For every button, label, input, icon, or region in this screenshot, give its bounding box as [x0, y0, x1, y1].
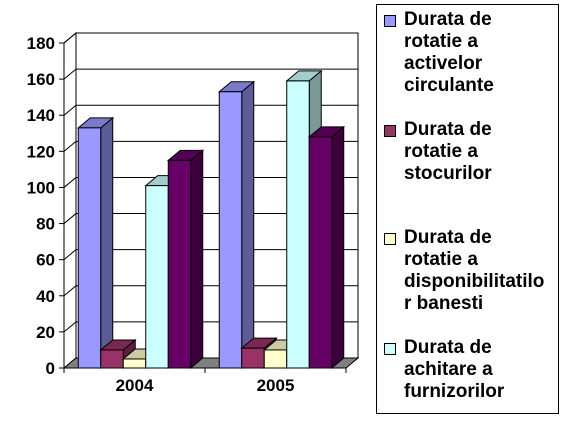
legend-label-line: Durata de [404, 337, 492, 358]
gridline [63, 104, 358, 116]
y-tick-label: 180 [27, 34, 55, 53]
legend-label-line: rotatie a [404, 31, 478, 52]
x-tick-label: 2004 [116, 376, 154, 395]
legend-label-line: Durata de [404, 9, 492, 30]
y-tick-label: 120 [27, 142, 55, 161]
bar [217, 80, 256, 370]
legend-swatch [384, 343, 396, 355]
y-tick-label: 100 [27, 178, 55, 197]
legend-label-line: rotatie a [404, 141, 478, 162]
y-tick-label: 160 [27, 70, 55, 89]
legend-label-line: stocurilor [404, 163, 492, 184]
legend-label: Durata de rotatie a stocurilor [404, 119, 556, 185]
y-tick-label: 0 [46, 359, 55, 378]
chart-legend: Durata de rotatie a activelor circulante Dur… [376, 4, 559, 414]
bar [76, 116, 115, 370]
bars-group [76, 69, 346, 370]
legend-swatch [384, 125, 396, 137]
bar [166, 149, 205, 370]
y-tick-label: 40 [36, 287, 55, 306]
x-axis-ticks: 2004 2005 [63, 368, 347, 395]
y-tick-label: 80 [36, 215, 55, 234]
gridline [63, 140, 358, 152]
y-tick-label: 140 [27, 106, 55, 125]
legend-label: Durata de rotatie a disponibilitatilo r ban… [404, 227, 556, 315]
y-tick-label: 20 [36, 323, 55, 342]
x-tick-label: 2005 [257, 376, 295, 395]
y-axis-ticks: 0 20 40 60 80 100 120 140 160 180 [27, 34, 64, 378]
legend-label-line: Durata de [404, 119, 492, 140]
gridlines [63, 32, 358, 333]
y-tick-label: 60 [36, 251, 55, 270]
gridline [63, 249, 358, 261]
legend-label-line: r banesti [404, 293, 484, 314]
plot-side-wall [63, 31, 77, 370]
legend-label-line: disponibilitatilo [404, 271, 545, 292]
legend-swatch [384, 15, 396, 27]
bar [307, 125, 346, 370]
gridline [63, 285, 358, 297]
gridline [63, 32, 358, 44]
gridline [63, 321, 358, 333]
legend-label-line: furnizorilor [404, 381, 505, 402]
legend-label-line: achitare a [404, 359, 493, 380]
legend-label-line: activelor [404, 53, 483, 74]
gridline [63, 176, 358, 188]
gridline [63, 68, 358, 80]
legend-swatch [384, 233, 396, 245]
legend-label: Durata de achitare a furnizorilor [404, 337, 556, 403]
legend-label: Durata de rotatie a activelor circulante [404, 9, 556, 97]
legend-label-line: rotatie a [404, 249, 478, 270]
legend-label-line: circulante [404, 75, 494, 96]
gridline [63, 213, 358, 224]
legend-label-line: Durata de [404, 227, 492, 248]
